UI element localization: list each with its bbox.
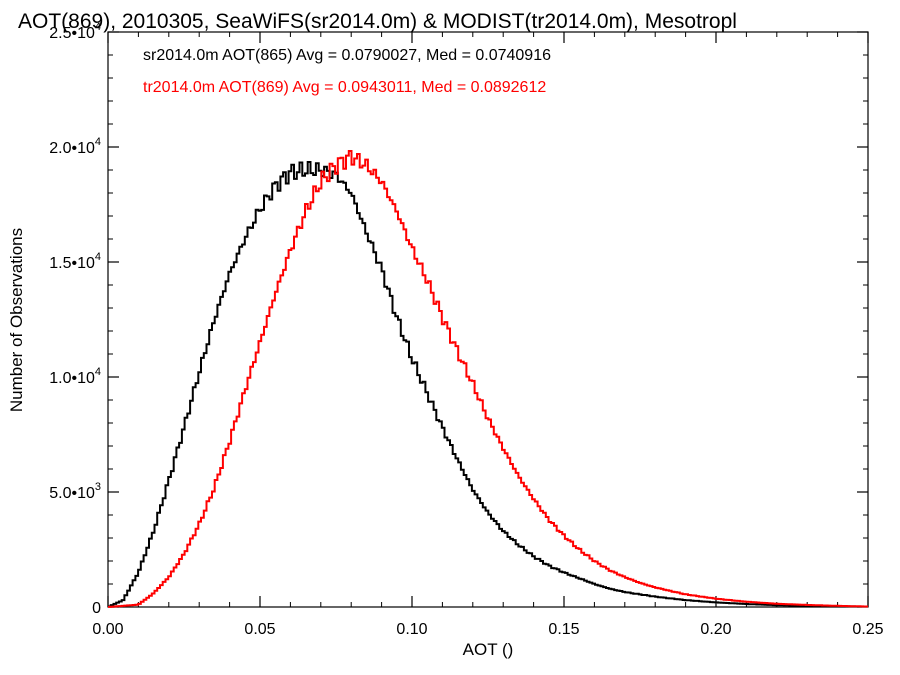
- x-tick-label: 0.00: [92, 621, 123, 638]
- y-tick-mantissa: 2.5•10: [49, 25, 95, 42]
- ticks: 0.00 0.05 0.10 0.15 0.20 0.2505.0•1031.0•1041…: [49, 21, 883, 638]
- y-tick-exponent: 4: [95, 21, 101, 33]
- x-tick-label: 0.25: [852, 621, 883, 638]
- series-line-1: [108, 150, 868, 608]
- plot-frame: [107, 31, 869, 608]
- y-tick-mantissa: 2.0•10: [49, 140, 95, 157]
- legend-entry-tr: tr2014.0m AOT(869) Avg = 0.0943011, Med …: [143, 79, 546, 96]
- chart-title: AOT(869), 2010305, SeaWiFS(sr2014.0m) & …: [18, 10, 737, 33]
- y-tick-mantissa: 5.0•10: [49, 485, 95, 502]
- x-tick-label: 0.20: [700, 621, 731, 638]
- x-tick-label: 0.10: [396, 621, 427, 638]
- y-tick-label: 1.0•104: [49, 366, 101, 387]
- y-tick-label: 2.0•104: [49, 136, 101, 157]
- y-tick-mantissa: 0: [92, 600, 101, 617]
- y-tick-mantissa: 1.5•10: [49, 255, 95, 272]
- x-tick-label: 0.15: [548, 621, 579, 638]
- x-axis-label: AOT (): [463, 640, 514, 659]
- y-tick-exponent: 3: [95, 481, 101, 493]
- y-tick-label: 0: [92, 600, 101, 617]
- x-tick-label: 0.05: [244, 621, 275, 638]
- y-tick-label: 1.5•104: [49, 251, 101, 272]
- legend-entry-sr: sr2014.0m AOT(865) Avg = 0.0790027, Med …: [143, 47, 551, 64]
- y-tick-label: 5.0•103: [49, 481, 101, 502]
- y-tick-exponent: 4: [95, 251, 101, 263]
- y-tick-label: 2.5•104: [49, 21, 101, 42]
- series-layer: [108, 150, 868, 608]
- y-axis-label: Number of Observations: [7, 228, 26, 412]
- y-tick-mantissa: 1.0•10: [49, 370, 95, 387]
- series-line-0: [108, 161, 868, 608]
- y-tick-exponent: 4: [95, 136, 101, 148]
- y-tick-exponent: 4: [95, 366, 101, 378]
